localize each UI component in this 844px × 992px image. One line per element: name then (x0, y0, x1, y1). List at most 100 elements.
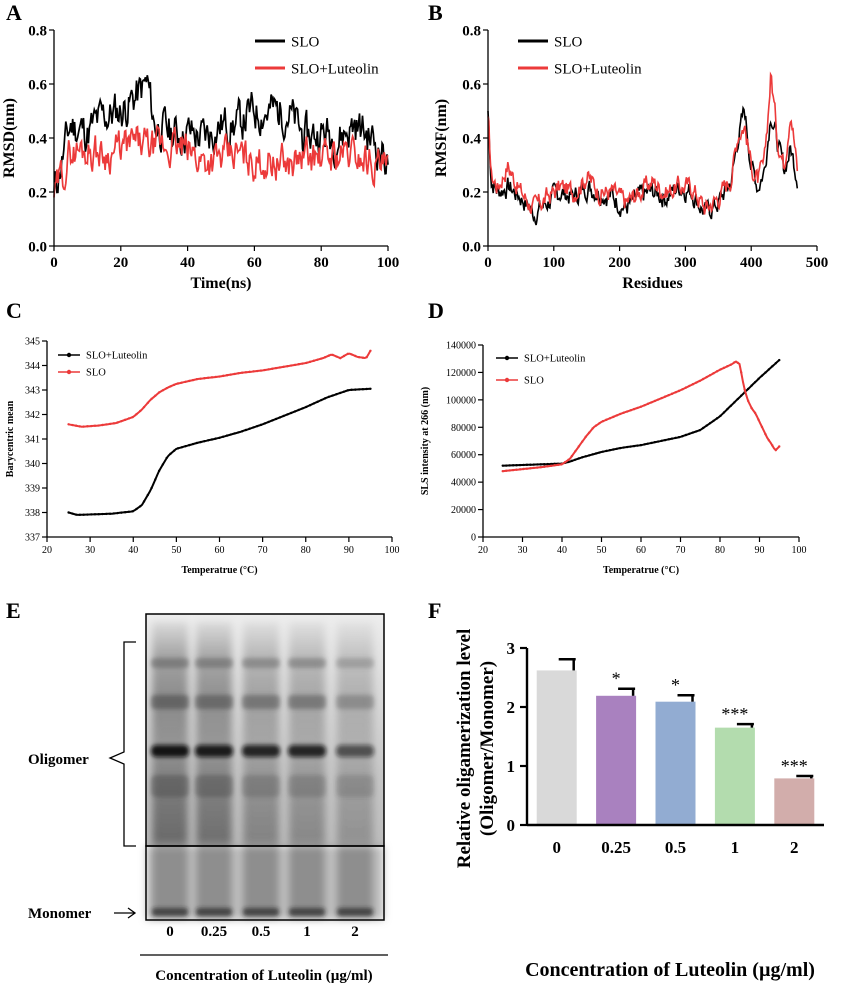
y-tick-label: 0.6 (462, 77, 481, 93)
panel-label-a: A (6, 0, 22, 25)
oligomer-bracket (108, 641, 136, 847)
x-tick-label: 100 (385, 545, 400, 556)
significance-marker: *** (721, 704, 748, 724)
y-tick-label: 0.6 (28, 77, 47, 93)
y-tick-label: 0.8 (462, 23, 481, 39)
legend-label: SLO (524, 376, 544, 387)
x-tick-label: 40 (128, 545, 138, 556)
x-tick-label: 90 (344, 545, 354, 556)
monomer-band (152, 908, 188, 916)
legend-label: SLO (554, 34, 583, 50)
x-tick-label: 100 (792, 545, 807, 556)
y-tick-label: 339 (25, 484, 40, 495)
series-line-slo (53, 75, 389, 194)
x-axis-label: Time(ns) (190, 275, 251, 292)
y-tick-label: 0.2 (462, 185, 481, 201)
x-tick-label: 80 (715, 545, 725, 556)
panel-label-b: B (428, 0, 443, 25)
x-tick-label: 90 (755, 545, 765, 556)
y-tick-label: 0.4 (462, 131, 481, 147)
x-tick-label: 2 (790, 838, 799, 857)
gel-lane (152, 622, 188, 844)
x-tick-label: 80 (314, 255, 329, 271)
legend-label: SLO+Luteolin (524, 354, 586, 365)
oligomer-label: Oligomer (28, 752, 89, 768)
significance-marker: * (671, 675, 680, 695)
y-tick-label: 342 (25, 410, 40, 421)
gel-lane-label: 0 (166, 924, 174, 940)
gel-lane (243, 622, 279, 844)
x-tick-label: 40 (557, 545, 567, 556)
y-tick-label: 0.4 (28, 131, 47, 147)
x-tick-label: 100 (543, 255, 566, 271)
x-tick-label: 80 (301, 545, 311, 556)
y-tick-label: 3 (507, 639, 516, 658)
significance-marker: *** (781, 756, 808, 776)
x-tick-label: 100 (377, 255, 400, 271)
oligomer-band (242, 745, 280, 757)
y-tick-label: 0 (471, 533, 476, 544)
x-tick-label: 50 (171, 545, 181, 556)
y-axis-label: RMSF(nm) (433, 99, 450, 177)
x-tick-label: 50 (597, 545, 607, 556)
monomer-band (196, 908, 232, 916)
chart-a: 0 20 40 60 80 100 0.0 0.2 0.4 0.6 0.8 Time(ns) RMSD(… (1, 23, 399, 292)
y-tick-label: 140000 (446, 341, 476, 352)
x-axis-label: Temperatrue (°C) (603, 565, 679, 576)
monomer-arrow (114, 907, 137, 919)
x-tick-label: 1 (731, 838, 740, 857)
y-tick-label: 338 (25, 508, 40, 519)
x-tick-label: 300 (674, 255, 697, 271)
legend-label: SLO+Luteolin (86, 351, 148, 362)
series-line-slo (68, 350, 372, 428)
x-tick-label: 20 (113, 255, 128, 271)
chart-d: 20 30 40 50 60 70 80 90 100 0 20000 40000 60000 80000… (420, 341, 807, 577)
gel-lane-label: 0.25 (201, 924, 227, 940)
y-tick-label: 0 (507, 816, 516, 835)
x-axis-label: Concentration of Luteolin (µg/ml) (525, 959, 815, 981)
x-tick-label: 20 (478, 545, 488, 556)
oligomer-band (151, 745, 189, 757)
y-axis-label: SLS intensity at 266 (nm) (420, 387, 431, 495)
gel-lane (337, 622, 373, 844)
gel-lane (289, 622, 325, 844)
y-tick-label: 344 (25, 361, 40, 372)
legend-label: SLO+Luteolin (554, 61, 642, 77)
oligomer-band (195, 745, 233, 757)
y-axis-label: Barycentric mean (5, 400, 16, 477)
x-axis-label: Residues (622, 275, 682, 292)
x-tick-label: 400 (740, 255, 763, 271)
oligomer-band (288, 745, 326, 757)
bar-2 (774, 778, 815, 825)
x-tick-label: 30 (518, 545, 528, 556)
gel-panel: Oligomer Monomer 0 0.25 0.5 1 2 Concentratio… (28, 613, 388, 984)
monomer-band (289, 908, 325, 916)
panel-label-c: C (6, 298, 22, 323)
x-tick-label: 500 (806, 255, 829, 271)
gel-xlabel: Concentration of Luteolin (µg/ml) (155, 968, 372, 984)
y-tick-label: 100000 (446, 395, 476, 406)
x-tick-label: 70 (676, 545, 686, 556)
x-tick-label: 60 (247, 255, 262, 271)
series-line-slo-luteolin (487, 71, 799, 215)
y-tick-label: 0.2 (28, 185, 47, 201)
bar-1 (714, 727, 755, 825)
legend-label: SLO (86, 368, 106, 379)
y-tick-label: 0.8 (28, 23, 47, 39)
x-axis-label: Temperatrue (°C) (181, 565, 257, 576)
y-tick-label: 2 (507, 698, 516, 717)
series-line-slo (502, 360, 781, 473)
x-tick-label: 0 (50, 255, 58, 271)
x-tick-label: 60 (636, 545, 646, 556)
chart-c: 20 30 40 50 60 70 80 90 100 337 338 339 340 341 342 343… (5, 337, 400, 577)
x-tick-label: 0.25 (601, 838, 631, 857)
y-tick-label: 40000 (451, 478, 476, 489)
y-tick-label: 340 (25, 459, 40, 470)
gel-lane-label: 1 (303, 924, 311, 940)
gel-lane-label: 2 (351, 924, 359, 940)
chart-b: 0 100 200 300 400 500 0.0 0.2 0.4 0.6 0.8 Residues R… (433, 23, 828, 292)
x-tick-label: 40 (180, 255, 195, 271)
y-axis-label: Relative oligamerization level (454, 629, 475, 869)
series-line-slo-luteolin (502, 359, 780, 467)
